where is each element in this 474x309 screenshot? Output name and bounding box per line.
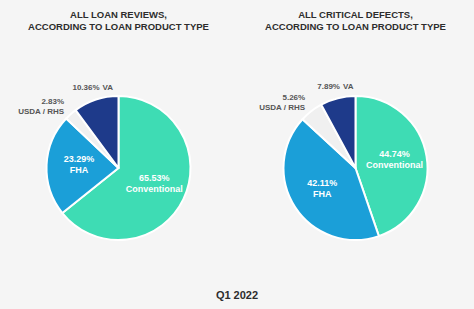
label-category: Conventional <box>366 160 423 170</box>
slices <box>46 96 190 240</box>
label-category: USDA / RHS <box>18 107 65 116</box>
pie-slice <box>62 96 190 240</box>
outside-label: 2.83%USDA / RHS <box>18 97 65 116</box>
label-value: 10.36% <box>72 83 99 92</box>
chart-root: ALL LOAN REVIEWS,ACCORDING TO LOAN PRODU… <box>0 0 474 309</box>
title-line: ALL CRITICAL DEFECTS, <box>298 9 413 20</box>
label-category: VA <box>343 82 354 91</box>
label-value: 7.89% <box>317 82 340 91</box>
inside-label: 23.29%FHA <box>64 154 95 175</box>
footer-annotation: Q1 2022 <box>216 289 258 301</box>
outside-label: 7.89%VA <box>317 82 353 91</box>
title-line: ALL LOAN REVIEWS, <box>70 9 167 20</box>
label-value: 44.74% <box>379 149 410 159</box>
background <box>0 0 474 309</box>
label-category: VA <box>103 83 114 92</box>
slices <box>284 96 428 240</box>
inside-label: 44.74%Conventional <box>366 149 423 170</box>
pie-panel: ALL CRITICAL DEFECTS,ACCORDING TO LOAN P… <box>259 9 446 240</box>
outside-label: 5.26%USDA / RHS <box>259 93 306 112</box>
label-value: 42.11% <box>307 178 337 188</box>
pie-panel: ALL LOAN REVIEWS,ACCORDING TO LOAN PRODU… <box>18 9 209 240</box>
label-value: 23.29% <box>64 154 95 164</box>
inside-label: 65.53%Conventional <box>126 173 183 194</box>
label-value: 5.26% <box>282 93 305 102</box>
chart-title: ALL LOAN REVIEWS,ACCORDING TO LOAN PRODU… <box>28 9 209 32</box>
label-category: FHA <box>70 165 89 175</box>
label-category: FHA <box>313 189 332 199</box>
label-category: USDA / RHS <box>259 103 306 112</box>
label-value: 65.53% <box>139 173 170 183</box>
label-value: 2.83% <box>41 97 64 106</box>
pie-slice <box>321 96 355 168</box>
slice-labels: 44.74%Conventional 42.11%FHA 5.26%USDA / R… <box>259 82 423 199</box>
title-line: ACCORDING TO LOAN PRODUCT TYPE <box>28 21 209 32</box>
outside-label: 10.36% VA <box>72 83 113 92</box>
chart-title: ALL CRITICAL DEFECTS,ACCORDING TO LOAN P… <box>265 9 446 32</box>
slice-labels: 65.53%Conventional 23.29%FHA 2.83%USDA / R… <box>18 83 183 194</box>
inside-label: 42.11%FHA <box>307 178 337 199</box>
title-line: ACCORDING TO LOAN PRODUCT TYPE <box>265 21 446 32</box>
label-category: Conventional <box>126 184 183 194</box>
